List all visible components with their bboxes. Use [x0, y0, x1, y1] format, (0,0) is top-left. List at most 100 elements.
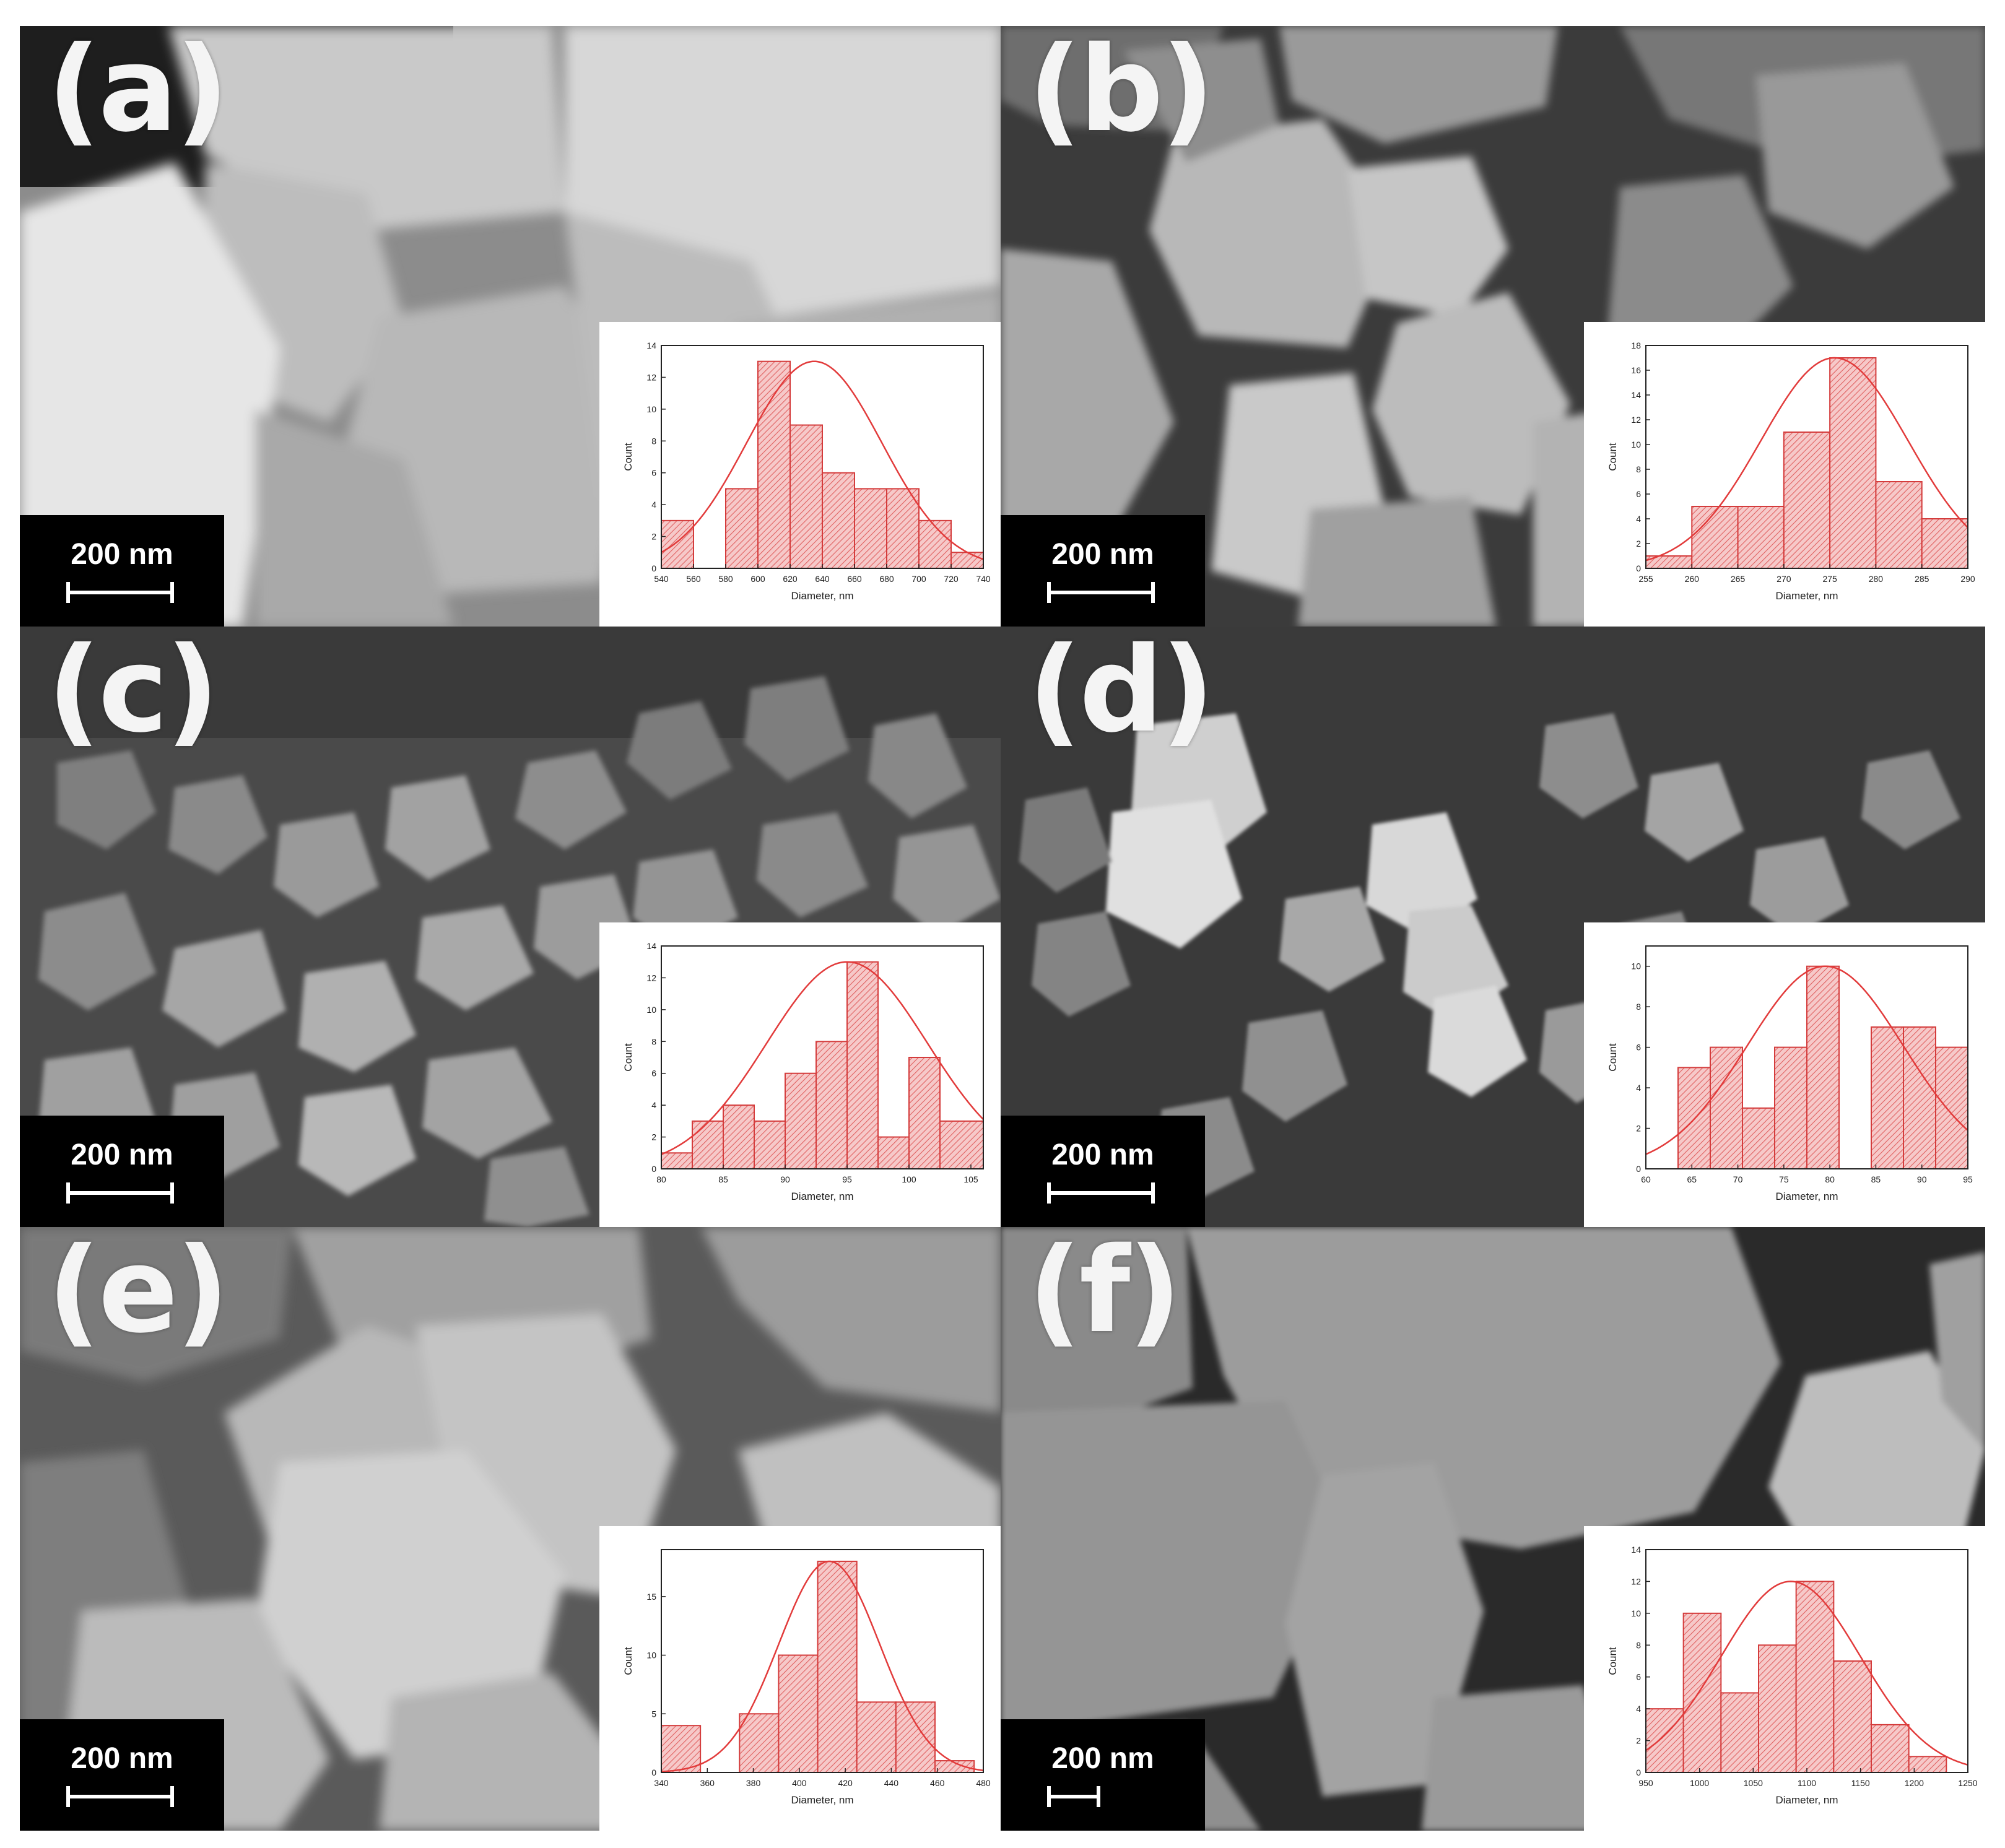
x-tick-label: 700 [911, 574, 926, 584]
y-tick-label: 14 [1631, 1545, 1641, 1555]
x-tick-label: 660 [847, 574, 862, 584]
y-tick-label: 6 [1636, 1672, 1641, 1682]
sem-panel-f: (f) 200 nm 950 1000 1050 1100 1150 1200 1250 0 2… [1001, 1227, 1985, 1831]
x-axis-label: Diameter, nm [791, 1794, 853, 1806]
y-tick-label: 16 [1631, 365, 1641, 375]
histogram-inset-d: 60 65 70 75 80 85 90 95 0 2 4 6 8 10 Diameter, nm Count [1584, 922, 1985, 1227]
histogram-bar [754, 1120, 786, 1170]
y-tick-label: 2 [1636, 1736, 1641, 1746]
y-tick-label: 14 [646, 941, 656, 951]
y-tick-label: 8 [1636, 1640, 1641, 1650]
y-tick-label: 14 [1631, 390, 1641, 400]
y-tick-label: 0 [1636, 1768, 1641, 1777]
y-tick-label: 6 [1636, 489, 1641, 499]
scale-bar-c: 200 nm [20, 1116, 224, 1227]
y-tick-label: 4 [1636, 514, 1641, 524]
histogram-inset-f: 950 1000 1050 1100 1150 1200 1250 0 2 4 6 8 10 12 14 Di… [1584, 1526, 1985, 1831]
x-tick-label: 1200 [1905, 1778, 1924, 1788]
scale-bar-label-a: 200 nm [71, 538, 173, 571]
histogram-chart-b: 255 260 265 270 275 280 285 290 0 2 4 6 8 10 12 14 16 18 D… [1607, 341, 1975, 602]
histogram-inset-b: 255 260 265 270 275 280 285 290 0 2 4 6 8 10 12 14 16 18 D… [1584, 322, 1985, 627]
histogram-bar [1774, 1046, 1807, 1169]
x-tick-label: 275 [1822, 574, 1837, 584]
histogram-bar [1935, 1046, 1968, 1169]
y-tick-label: 2 [651, 1132, 656, 1142]
x-tick-label: 270 [1777, 574, 1791, 584]
x-tick-label: 80 [656, 1174, 666, 1184]
x-tick-label: 440 [884, 1778, 899, 1788]
plot-frame [1645, 945, 1968, 1169]
x-tick-label: 380 [746, 1778, 761, 1788]
y-tick-label: 8 [651, 1036, 656, 1046]
plot-frame [661, 1549, 984, 1773]
scale-bar-e: 200 nm [20, 1719, 224, 1831]
x-tick-label: 85 [1871, 1174, 1881, 1184]
panel-label-e: (e) [47, 1227, 230, 1359]
sem-panel-e: (e) 200 nm 340 360 380 400 420 440 460 480 0 5 10 1… [20, 1227, 1001, 1831]
scale-bar-label-f: 200 nm [1051, 1742, 1154, 1775]
x-tick-label: 1100 [1798, 1778, 1816, 1788]
y-tick-label: 4 [1636, 1083, 1641, 1093]
scale-bar-label-b: 200 nm [1051, 538, 1154, 571]
y-tick-label: 0 [651, 1164, 656, 1174]
y-tick-label: 8 [1636, 1002, 1641, 1012]
y-tick-label: 6 [651, 1069, 656, 1078]
y-tick-label: 10 [1631, 1608, 1641, 1618]
y-tick-label: 10 [646, 404, 656, 414]
y-tick-label: 18 [1631, 341, 1641, 350]
x-tick-label: 1150 [1851, 1778, 1870, 1788]
y-tick-label: 10 [1631, 440, 1641, 449]
panel-label-f: (f) [1028, 1227, 1181, 1359]
x-tick-label: 720 [944, 574, 959, 584]
histogram-bar [1875, 481, 1923, 569]
histogram-chart-d: 60 65 70 75 80 85 90 95 0 2 4 6 8 10 Diameter, nm Count [1607, 945, 1973, 1202]
x-tick-label: 260 [1685, 574, 1700, 584]
x-axis-label: Diameter, nm [791, 1191, 853, 1202]
x-tick-label: 600 [750, 574, 765, 584]
histogram-bar [757, 360, 791, 569]
histogram-bar [895, 1701, 936, 1774]
histogram-bar [1829, 357, 1877, 569]
histogram-bar [817, 1560, 858, 1774]
histogram-bar [918, 519, 952, 570]
x-tick-label: 540 [654, 574, 669, 584]
y-tick-label: 15 [646, 1592, 656, 1602]
panel-label-c: (c) [47, 627, 219, 758]
panel-label-b: (b) [1028, 26, 1215, 158]
sem-panel-a: (a) 200 nm 540 560 580 600 620 640 660 680 700 72… [20, 26, 1001, 627]
fit-curve [1645, 357, 1968, 562]
histogram-bar [1720, 1692, 1759, 1773]
x-tick-label: 950 [1638, 1778, 1653, 1788]
histogram-bar [877, 1136, 910, 1170]
sem-panel-c: (c) 200 nm 80 85 90 95 100 105 0 2 4 6 8 10 12 14 Diam… [20, 627, 1001, 1227]
histogram-chart-c: 80 85 90 95 100 105 0 2 4 6 8 10 12 14 Diameter, nm Cou… [622, 941, 984, 1202]
x-tick-label: 70 [1733, 1174, 1743, 1184]
y-tick-label: 6 [651, 468, 656, 478]
y-tick-label: 4 [651, 1100, 656, 1110]
y-tick-label: 10 [646, 1651, 656, 1660]
y-tick-label: 4 [651, 500, 656, 510]
plot-frame [1645, 345, 1968, 569]
histogram-bar [1908, 1756, 1947, 1773]
panel-label-d: (d) [1028, 627, 1215, 758]
x-tick-label: 80 [1825, 1174, 1835, 1184]
scale-bar-f: 200 nm [1001, 1719, 1205, 1831]
fit-curve [661, 961, 984, 1155]
y-axis-label: Count [622, 443, 634, 471]
plot-frame [661, 945, 984, 1169]
x-tick-label: 75 [1779, 1174, 1789, 1184]
histogram-bar [815, 1041, 848, 1169]
x-tick-label: 60 [1641, 1174, 1651, 1184]
histogram-bar [661, 1725, 702, 1774]
y-axis-label: Count [1607, 1647, 1619, 1675]
y-axis-label: Count [622, 1647, 634, 1675]
histogram-bar [1691, 506, 1739, 569]
scale-bar-label-d: 200 nm [1051, 1139, 1154, 1171]
y-axis-label: Count [1607, 443, 1619, 471]
y-tick-label: 8 [1636, 464, 1641, 474]
histogram-bar [1645, 1708, 1684, 1773]
histogram-bar [1871, 1724, 1910, 1774]
histogram-bar [1682, 1612, 1722, 1773]
x-tick-label: 460 [930, 1778, 945, 1788]
x-tick-label: 285 [1915, 574, 1929, 584]
